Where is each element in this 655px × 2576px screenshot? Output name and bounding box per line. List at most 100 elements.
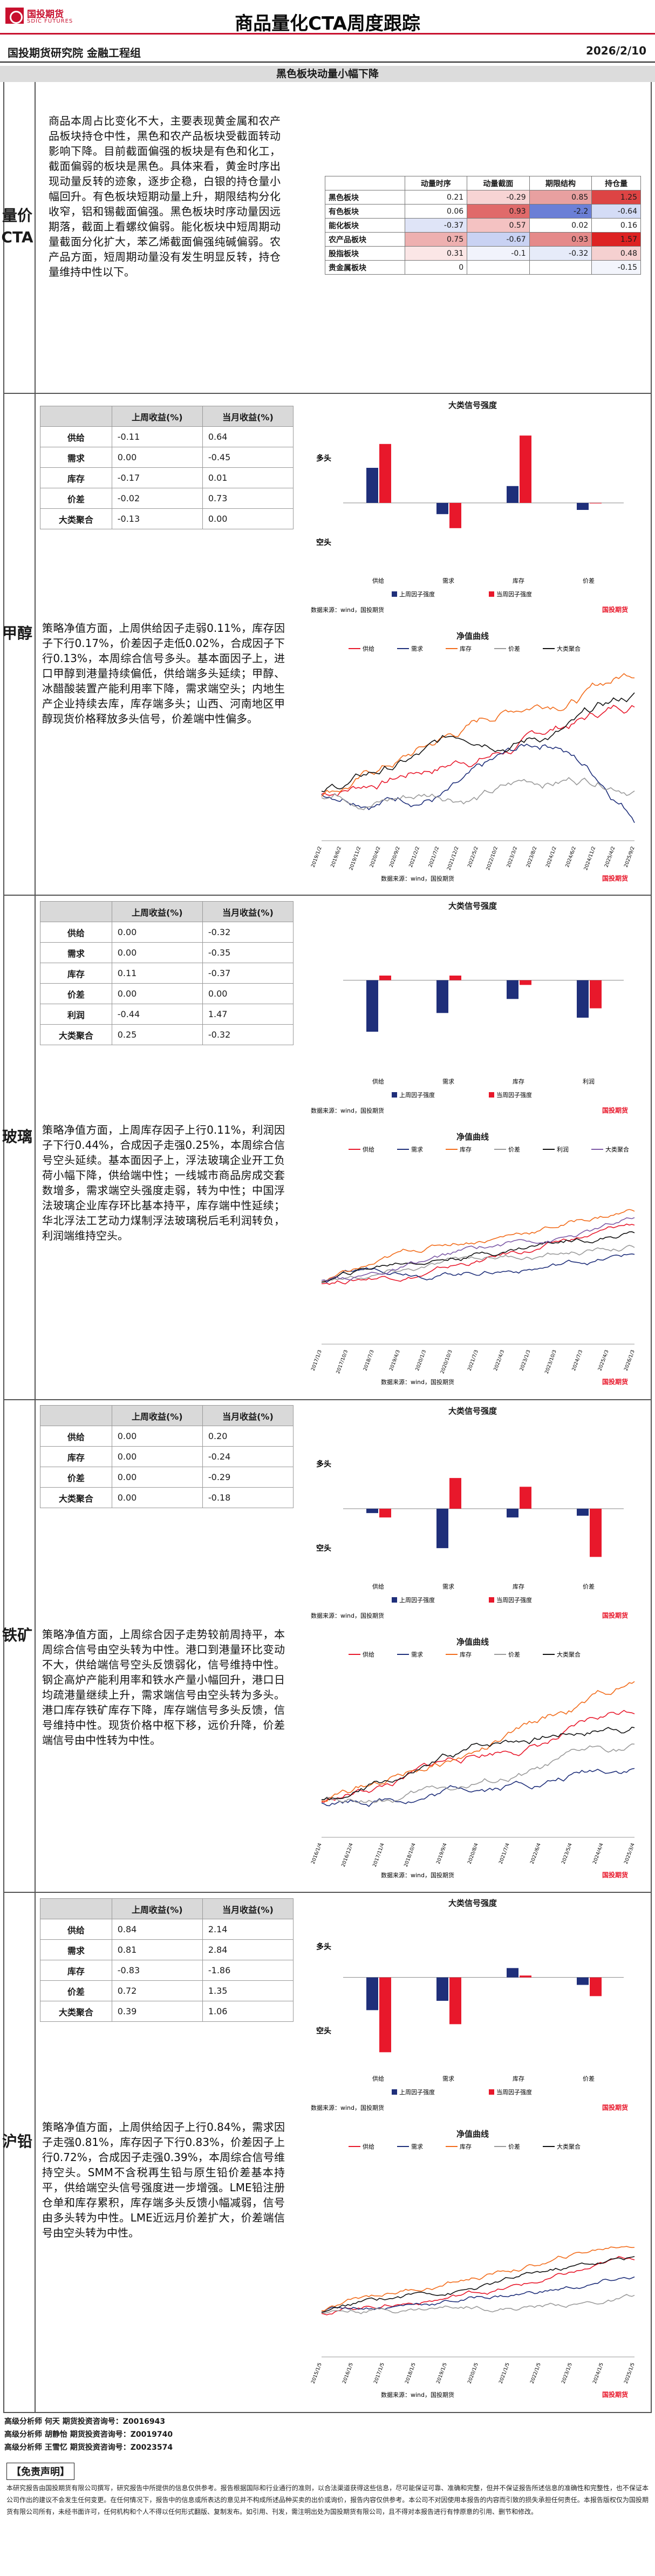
nav-chart-svg: 供给 需求 库存 价差 大类聚合 2019/1/2 2019/6/2 2019/11/2 202… <box>311 645 636 882</box>
table-cell: 1.06 <box>202 2001 294 2022</box>
nav-line-chart: 净值曲线 供给 需求 库存 价差 利润 大类聚合 2017/1/3 2017/10/3 2018/… <box>300 1130 645 1391</box>
x-tick-label: 2024/7/3 <box>571 1350 584 1372</box>
table-header <box>40 406 112 427</box>
table-cell: -0.13 <box>111 508 203 529</box>
nav-series-line <box>321 776 635 810</box>
heat-row: 贵金属板块 0 -0.15 <box>325 260 641 275</box>
table-cell: 大类聚合 <box>40 1024 112 1045</box>
x-tick-label: 2024/1/2 <box>545 846 558 868</box>
table-cell: 0.00 <box>111 1446 203 1467</box>
table-cell: 供给 <box>40 1426 112 1447</box>
returns-table: 上周收益(%) 当月收益(%) 供给 -0.11 0.64 需求 0.00 -0.45 库存 -0… <box>40 406 294 529</box>
returns-table: 上周收益(%) 当月收益(%) 供给 0.00 0.20 库存 0.00 -0.24 价差 0.0… <box>40 1405 294 1508</box>
bar-mark <box>366 980 378 1032</box>
legend-label: 价差 <box>508 1146 520 1153</box>
table-row: 供给 0.00 -0.32 <box>40 922 294 943</box>
legend-label: 库存 <box>460 1146 472 1153</box>
table-cell: 价差 <box>40 1980 112 2001</box>
bar-mark <box>507 1509 518 1518</box>
x-tick-label: 2025/4/3 <box>597 1350 610 1372</box>
short-label: 空头 <box>316 1544 331 1553</box>
nav-line-chart: 净值曲线 供给 需求 库存 价差 大类聚合 2015/1/5 2016/1/5 2017/1/5… <box>300 2127 645 2403</box>
chart-title: 净值曲线 <box>456 1637 489 1647</box>
legend-label: 大类聚合 <box>557 2143 581 2150</box>
x-tick-label: 2021/12/2 <box>446 846 460 871</box>
table-cell: 0.00 <box>111 1426 203 1447</box>
brand-mark: 国投期货 <box>602 605 628 614</box>
x-tick-label: 2020/4/2 <box>369 846 381 868</box>
table-cell: 0.64 <box>202 426 294 447</box>
brand-mark: 国投期货 <box>602 2390 628 2398</box>
row-divider <box>3 895 652 896</box>
table-cell: 利润 <box>40 1004 112 1025</box>
table-cell: 大类聚合 <box>40 1487 112 1508</box>
signal-bar-chart: 大类信号强度 供给 需求 库存 价差 多头 空头 上周因子强度 当周因子强度 数据来源：wind，… <box>300 397 645 617</box>
legend-label: 当周因子强度 <box>496 590 532 598</box>
heat-cell: 0.75 <box>404 232 468 247</box>
heat-row-label: 黑色板块 <box>325 190 405 205</box>
table-cell: 供给 <box>40 426 112 447</box>
row-divider <box>3 1892 652 1893</box>
table-cell: -0.32 <box>202 1024 294 1045</box>
analyst-list: 高级分析师 何天 期货投资咨询号：Z0016943 高级分析师 胡静怡 期货投资… <box>4 2415 173 2454</box>
brand-mark: 国投期货 <box>602 2103 628 2111</box>
table-header: 当月收益(%) <box>202 406 294 427</box>
legend-swatch <box>489 2089 494 2095</box>
x-tick-label: 2020/1/5 <box>467 2362 480 2384</box>
heat-row: 农产品板块 0.75 -0.67 0.93 1.57 <box>325 232 641 247</box>
table-cell: -0.11 <box>111 426 203 447</box>
category-label: 需求 <box>442 1078 454 1085</box>
bar-mark <box>366 1509 378 1514</box>
legend-swatch <box>392 591 397 597</box>
heat-cell: -0.29 <box>467 190 530 205</box>
table-header <box>40 1898 112 1919</box>
returns-table: 上周收益(%) 当月收益(%) 供给 0.00 -0.32 需求 0.00 -0.35 库存 0.… <box>40 901 294 1045</box>
x-tick-label: 2023/1/5 <box>561 2362 574 2384</box>
category-label: 供给 <box>372 577 384 584</box>
legend-swatch <box>489 1597 494 1603</box>
table-cell: 0.00 <box>202 508 294 529</box>
x-tick-label: 2020/1/3 <box>415 1350 427 1372</box>
table-cell: 0.72 <box>111 1980 203 2001</box>
x-tick-label: 2025/3/4 <box>624 1842 636 1865</box>
nav-series-line <box>321 1253 635 1283</box>
bar-mark <box>366 468 378 503</box>
chart-title: 净值曲线 <box>456 631 489 641</box>
x-tick-label: 2022/5/2 <box>467 846 480 868</box>
long-label: 多头 <box>316 454 331 463</box>
x-tick-label: 2024/1/5 <box>592 2362 605 2384</box>
table-cell: 0.84 <box>111 1919 203 1940</box>
x-tick-label: 2021/7/3 <box>467 1350 480 1372</box>
disclaimer-title: 【免责声明】 <box>6 2463 74 2480</box>
bar-mark <box>366 1977 378 2011</box>
long-label: 多头 <box>316 1460 331 1469</box>
table-cell: 需求 <box>40 942 112 963</box>
heat-cell: -0.32 <box>529 246 592 261</box>
x-tick-label: 2022/6/4 <box>530 1842 542 1865</box>
chart-source: 数据来源：wind，国投期货 <box>381 1871 454 1879</box>
nav-series-line <box>321 673 635 797</box>
row-divider <box>3 2412 652 2413</box>
table-cell: -0.37 <box>202 963 294 984</box>
table-header: 当月收益(%) <box>202 1898 294 1919</box>
brand-mark: 国投期货 <box>602 874 628 882</box>
table-cell: -0.17 <box>111 467 203 488</box>
nav-series-line <box>321 744 635 823</box>
x-tick-label: 2026/1/3 <box>624 1350 636 1372</box>
heat-row-label: 贵金属板块 <box>325 260 405 275</box>
chart-source: 数据来源：wind，国投期货 <box>381 875 454 882</box>
heat-cell: 0.06 <box>404 204 468 219</box>
x-tick-label: 2016/1/4 <box>311 1842 323 1865</box>
table-cell: 大类聚合 <box>40 2001 112 2022</box>
table-row: 价差 0.72 1.35 <box>40 1980 294 2001</box>
section-label: 甲醇 <box>2 624 32 642</box>
table-row: 利润 -0.44 1.47 <box>40 1004 294 1025</box>
heat-header: 动量截面 <box>467 176 530 190</box>
section-label: 沪铅 <box>2 2132 32 2150</box>
table-cell: 0.00 <box>111 1467 203 1488</box>
heat-cell: 1.25 <box>591 190 641 205</box>
table-cell: 1.47 <box>202 1004 294 1025</box>
legend-label: 供给 <box>363 2143 374 2150</box>
heat-cell: -0.67 <box>467 232 530 247</box>
legend-label: 大类聚合 <box>557 645 581 652</box>
